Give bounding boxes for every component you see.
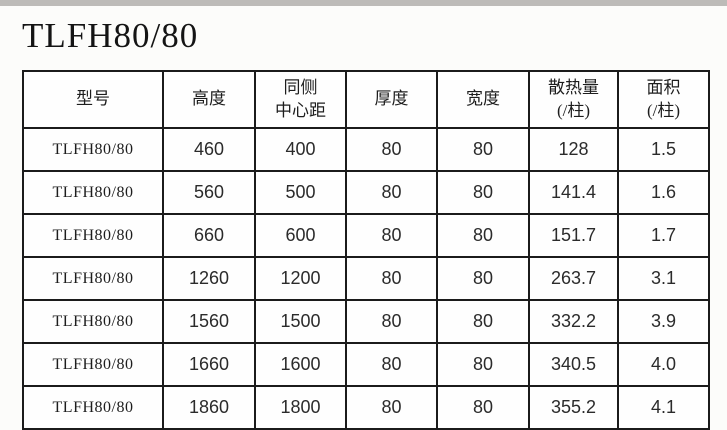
- value-cell: 151.7: [528, 213, 619, 258]
- column-header-line1: 散热量: [548, 78, 599, 98]
- value-cell: 80: [436, 342, 530, 387]
- column-header-line1: 高度: [192, 89, 226, 109]
- value-cell: 332.2: [528, 299, 619, 344]
- table-row: TLFH80/80 1560 1500 80 80 332.2 3.9: [22, 299, 710, 344]
- value-cell: 80: [345, 256, 438, 301]
- value-cell: 1860: [162, 385, 256, 430]
- value-cell: 1260: [162, 256, 256, 301]
- value-cell: 4.1: [617, 385, 710, 430]
- model-cell: TLFH80/80: [22, 213, 164, 258]
- value-cell: 141.4: [528, 170, 619, 215]
- column-header-line1: 同侧: [283, 78, 318, 98]
- table-row: TLFH80/80 1260 1200 80 80 263.7 3.1: [22, 256, 710, 301]
- column-header: 厚度: [345, 70, 438, 129]
- table-row: TLFH80/80 1860 1800 80 80 355.2 4.1: [22, 385, 710, 430]
- value-cell: 128: [528, 127, 619, 172]
- table-header-row: 型号 高度 同侧 中心距 厚度 宽度 散热量 (/柱) 面积 (/柱): [22, 70, 710, 129]
- value-cell: 80: [436, 299, 530, 344]
- model-cell: TLFH80/80: [22, 342, 164, 387]
- value-cell: 355.2: [528, 385, 619, 430]
- column-header-line1: 厚度: [374, 89, 409, 109]
- model-cell: TLFH80/80: [22, 256, 164, 301]
- value-cell: 263.7: [528, 256, 619, 301]
- model-cell: TLFH80/80: [22, 299, 164, 344]
- column-header: 宽度: [436, 70, 530, 129]
- column-header: 型号: [22, 70, 164, 129]
- column-header-line1: 面积: [646, 78, 681, 98]
- column-header: 面积 (/柱): [617, 70, 710, 129]
- value-cell: 3.1: [617, 256, 710, 301]
- column-header-line2: 中心距: [275, 100, 326, 120]
- value-cell: 1560: [162, 299, 256, 344]
- value-cell: 1.6: [617, 170, 710, 215]
- value-cell: 80: [345, 385, 438, 430]
- column-header-line2: (/柱): [646, 100, 681, 120]
- value-cell: 80: [345, 299, 438, 344]
- value-cell: 1660: [162, 342, 256, 387]
- value-cell: 80: [436, 170, 530, 215]
- value-cell: 500: [254, 170, 347, 215]
- value-cell: 1200: [254, 256, 347, 301]
- value-cell: 4.0: [617, 342, 710, 387]
- column-header: 同侧 中心距: [254, 70, 347, 129]
- value-cell: 80: [436, 385, 530, 430]
- table-row: TLFH80/80 460 400 80 80 128 1.5: [22, 127, 710, 172]
- top-strip: [0, 0, 727, 6]
- value-cell: 460: [162, 127, 256, 172]
- value-cell: 80: [436, 256, 530, 301]
- value-cell: 600: [254, 213, 347, 258]
- model-cell: TLFH80/80: [22, 127, 164, 172]
- value-cell: 80: [345, 342, 438, 387]
- value-cell: 1800: [254, 385, 347, 430]
- column-header: 散热量 (/柱): [528, 70, 619, 129]
- spec-table: 型号 高度 同侧 中心距 厚度 宽度 散热量 (/柱) 面积 (/柱) TLFH80/80 460 4…: [22, 70, 710, 430]
- value-cell: 1600: [254, 342, 347, 387]
- table-row: TLFH80/80 660 600 80 80 151.7 1.7: [22, 213, 710, 258]
- table-row: TLFH80/80 560 500 80 80 141.4 1.6: [22, 170, 710, 215]
- value-cell: 1.5: [617, 127, 710, 172]
- column-header: 高度: [162, 70, 256, 129]
- value-cell: 340.5: [528, 342, 619, 387]
- value-cell: 660: [162, 213, 256, 258]
- column-header-line1: 宽度: [466, 89, 500, 109]
- page-title: TLFH80/80: [22, 16, 199, 55]
- value-cell: 1.7: [617, 213, 710, 258]
- value-cell: 400: [254, 127, 347, 172]
- model-cell: TLFH80/80: [22, 170, 164, 215]
- value-cell: 80: [345, 127, 438, 172]
- value-cell: 3.9: [617, 299, 710, 344]
- value-cell: 80: [436, 127, 530, 172]
- value-cell: 80: [436, 213, 530, 258]
- column-header-line2: (/柱): [556, 100, 591, 120]
- value-cell: 80: [345, 170, 438, 215]
- column-header-line1: 型号: [76, 89, 110, 109]
- value-cell: 560: [162, 170, 256, 215]
- table-row: TLFH80/80 1660 1600 80 80 340.5 4.0: [22, 342, 710, 387]
- value-cell: 1500: [254, 299, 347, 344]
- value-cell: 80: [345, 213, 438, 258]
- model-cell: TLFH80/80: [22, 385, 164, 430]
- table-body: TLFH80/80 460 400 80 80 128 1.5 TLFH80/80 560 500…: [22, 127, 710, 430]
